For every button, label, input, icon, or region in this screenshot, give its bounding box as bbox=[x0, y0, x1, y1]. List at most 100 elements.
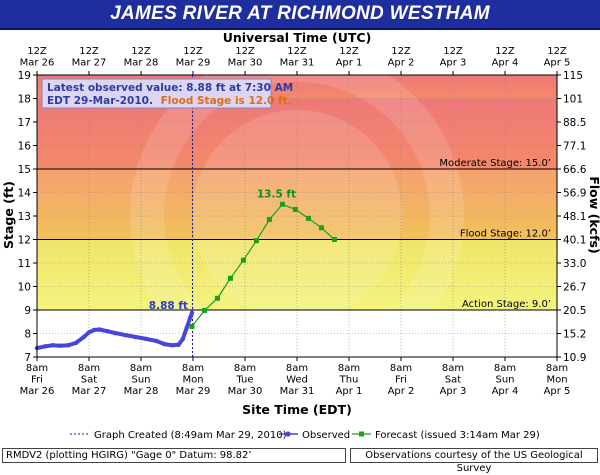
legend-graph-created-label: Graph Created (8:49am Mar 29, 2010) bbox=[94, 430, 287, 441]
x-tick-label: Mon bbox=[182, 375, 203, 386]
forecast-point bbox=[305, 215, 311, 221]
latest-value-date: EDT 29-Mar-2010. bbox=[47, 95, 153, 107]
observed-point bbox=[42, 344, 47, 349]
x-tick-label: 8am bbox=[182, 363, 204, 374]
y2-tick-label: 26.7 bbox=[563, 282, 586, 294]
x2-tick-label: 12Z bbox=[495, 46, 515, 57]
x2-tick-label: Apr 5 bbox=[544, 58, 571, 69]
y-tick-label: 9 bbox=[24, 305, 31, 317]
x2-tick-label: 12Z bbox=[391, 46, 411, 57]
y-tick-label: 8 bbox=[24, 329, 31, 341]
y2-tick-label: 20.5 bbox=[563, 305, 586, 317]
observed-point bbox=[184, 325, 189, 330]
x-tick-label: Thu bbox=[339, 375, 359, 386]
x2-tick-label: 12Z bbox=[131, 46, 151, 57]
datum-footer: RMDV2 (plotting HGIRG) "Gage 0" Datum: 9… bbox=[2, 448, 346, 463]
x-tick-label: 8am bbox=[390, 363, 412, 374]
x-tick-label: Sat bbox=[445, 375, 461, 386]
threshold-label: Flood Stage: 12.0’ bbox=[460, 229, 551, 240]
x-tick-label: Mar 31 bbox=[280, 386, 315, 397]
y2-tick-label: 88.5 bbox=[563, 117, 586, 129]
x2-tick-label: 12Z bbox=[443, 46, 463, 57]
legend: Graph Created (8:49am Mar 29, 2010) Obse… bbox=[70, 430, 540, 441]
x2-tick-label: 12Z bbox=[235, 46, 255, 57]
threshold-label: Action Stage: 9.0’ bbox=[462, 299, 551, 310]
x-tick-label: 8am bbox=[130, 363, 152, 374]
y-tick-label: 12 bbox=[18, 235, 31, 247]
x2-tick-label: 12Z bbox=[27, 46, 47, 57]
y-tick-label: 16 bbox=[18, 141, 32, 153]
x-tick-label: 8am bbox=[546, 363, 568, 374]
y2-tick-label: 15.2 bbox=[563, 329, 586, 341]
x2-tick-label: Apr 1 bbox=[336, 58, 363, 69]
svg-text:EDT 29-Mar-2010. Flood: EDT 29-Mar-2010. Flood Stage is 12.0 ft. bbox=[47, 95, 292, 107]
observed-point bbox=[105, 328, 110, 334]
x2-tick-label: 12Z bbox=[287, 46, 307, 57]
x2-tick-label: 12Z bbox=[79, 46, 99, 57]
x2-tick-label: Mar 31 bbox=[280, 58, 315, 69]
latest-value-line1: Latest observed value: 8.88 ft at 7:30 A… bbox=[47, 82, 293, 94]
x2-tick-label: Mar 26 bbox=[20, 58, 55, 69]
forecast-point bbox=[279, 201, 285, 207]
y-tick-label: 14 bbox=[18, 188, 32, 200]
x-tick-label: 8am bbox=[286, 363, 308, 374]
observed-point bbox=[86, 330, 92, 335]
x2-tick-label: 12Z bbox=[183, 46, 203, 57]
hydrograph-chart: Moderate Stage: 15.0’ Flood Stage: 12.0’ A… bbox=[1, 30, 600, 441]
legend-forecast-marker bbox=[359, 431, 364, 437]
x2-tick-label: Apr 2 bbox=[388, 58, 415, 69]
observed-point bbox=[123, 332, 128, 338]
x-tick-label: Apr 3 bbox=[440, 386, 467, 397]
x2-tick-label: Mar 27 bbox=[72, 58, 107, 69]
x-tick-label: Apr 4 bbox=[492, 386, 519, 397]
y2-tick-label: 56.9 bbox=[563, 188, 586, 200]
observed-point bbox=[154, 338, 159, 344]
utc-axis-title: Universal Time (UTC) bbox=[223, 30, 372, 45]
y-tick-label: 17 bbox=[18, 117, 31, 129]
x-tick-label: Mar 30 bbox=[228, 386, 263, 397]
threshold-label: Moderate Stage: 15.0’ bbox=[439, 158, 551, 169]
latest-value-flood-stage: Flood Stage is 12.0 ft. bbox=[161, 95, 292, 107]
chart-title: JAMES RIVER AT RICHMOND WESTHAM bbox=[110, 3, 490, 24]
y-tick-label: 10 bbox=[18, 282, 31, 294]
forecast-point bbox=[201, 307, 207, 313]
observed-point bbox=[180, 337, 185, 342]
x-tick-label: 8am bbox=[26, 363, 48, 374]
observed-point bbox=[133, 334, 138, 340]
x-tick-label: Mon bbox=[546, 375, 567, 386]
latest-value-box: Latest observed value: 8.88 ft at 7:30 A… bbox=[41, 78, 293, 109]
legend-forecast-label: Forecast (issued 3:14am Mar 29) bbox=[375, 430, 540, 441]
observed-point bbox=[189, 310, 195, 316]
observed-point bbox=[112, 330, 118, 336]
y-tick-label: 18 bbox=[18, 94, 31, 106]
forecast-point bbox=[331, 237, 337, 242]
x2-tick-label: Mar 28 bbox=[124, 58, 159, 69]
observed-point bbox=[92, 327, 97, 333]
x-tick-label: 8am bbox=[78, 363, 100, 374]
y2-tick-label: 40.1 bbox=[563, 235, 586, 247]
observed-point bbox=[176, 342, 181, 347]
x-tick-label: Mar 26 bbox=[20, 386, 55, 397]
forecast-point bbox=[189, 323, 195, 329]
x-tick-label: 8am bbox=[338, 363, 360, 374]
observed-point bbox=[144, 336, 149, 342]
observed-point bbox=[188, 314, 193, 320]
x2-tick-label: Mar 29 bbox=[176, 58, 211, 69]
observed-last-value-label: 8.88 ft bbox=[149, 300, 188, 312]
x-tick-label: Apr 2 bbox=[388, 386, 415, 397]
x-tick-label: Apr 1 bbox=[336, 386, 363, 397]
x-tick-label: Sun bbox=[131, 375, 150, 386]
x-tick-label: Mar 28 bbox=[124, 386, 159, 397]
x2-tick-label: 12Z bbox=[339, 46, 359, 57]
observed-point bbox=[58, 343, 63, 348]
observed-point bbox=[73, 340, 79, 346]
noaa-watermark-icon bbox=[130, 48, 464, 382]
x-tick-label: 8am bbox=[442, 363, 464, 374]
x-tick-label: Sun bbox=[495, 375, 514, 386]
x-tick-label: Mar 27 bbox=[72, 386, 107, 397]
observed-point bbox=[50, 343, 55, 348]
y-tick-label: 13 bbox=[18, 211, 31, 223]
forecast-peak-label: 13.5 ft bbox=[257, 188, 296, 200]
forecast-point bbox=[253, 238, 259, 244]
